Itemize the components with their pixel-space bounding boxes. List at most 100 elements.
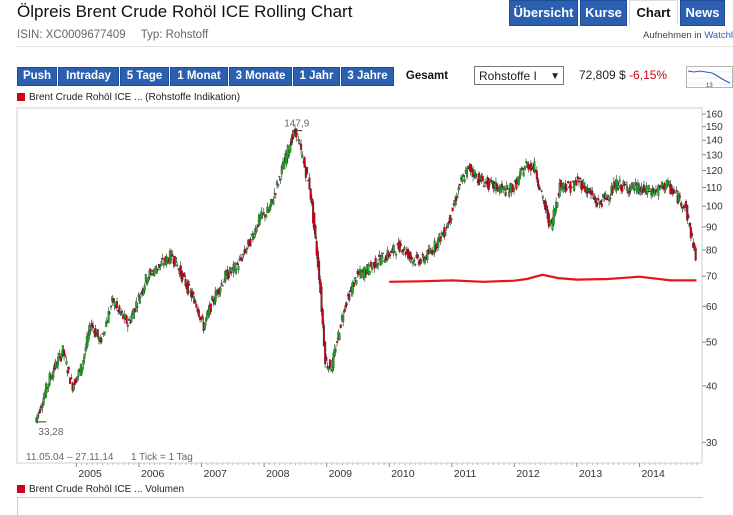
candle-up	[632, 182, 635, 189]
candle-down	[279, 179, 282, 181]
candle-down	[308, 177, 311, 190]
tab-kurse[interactable]: Kurse	[580, 0, 627, 26]
watchlist-prefix: Aufnehmen in	[643, 30, 702, 41]
watchlist-action[interactable]: Aufnehmen in Watchl	[643, 30, 733, 41]
volume-legend-swatch	[17, 485, 25, 493]
candle-up	[162, 262, 165, 266]
candle-down	[404, 251, 407, 256]
tab-uebersicht[interactable]: Übersicht	[509, 0, 578, 26]
candle-up	[296, 133, 299, 135]
candle-up	[107, 311, 110, 323]
candle-up	[414, 263, 417, 265]
range-5tage-button[interactable]: 5 Tage	[120, 67, 169, 86]
watchlist-link[interactable]: Watchl	[704, 30, 733, 41]
candle-up	[36, 414, 39, 420]
plot-area	[16, 107, 703, 464]
candle-up	[377, 263, 380, 266]
candle-up	[192, 296, 196, 304]
candle-down	[381, 252, 384, 254]
candle-down	[605, 197, 608, 201]
candle-down	[487, 179, 490, 190]
candle-up	[601, 194, 605, 198]
x-axis: 2005 2006 2007 2008 2009 2010 2011 2012 2013 2014…	[26, 452, 698, 480]
header-divider	[17, 46, 733, 47]
candle-down	[171, 254, 174, 257]
range-3jahre-button[interactable]: 3 Jahre	[341, 67, 394, 86]
sparkline-thumbnail[interactable]: 13	[686, 66, 733, 88]
candle-up	[606, 194, 609, 198]
candle-down	[313, 212, 316, 231]
candle-up	[354, 277, 357, 280]
candle-up	[285, 153, 288, 165]
candle-down	[356, 271, 359, 275]
candle-down	[458, 183, 461, 186]
comparison-select[interactable]: Rohstoffe I ▼	[474, 66, 564, 85]
candle-up	[143, 285, 146, 291]
candle-down	[100, 337, 103, 343]
candle-down	[179, 265, 182, 276]
candle-down	[621, 185, 624, 192]
candle-down	[91, 325, 94, 329]
candle-down	[150, 273, 153, 276]
range-gesamt-button[interactable]: Gesamt	[395, 67, 459, 86]
candle-up	[647, 185, 650, 190]
candle-up	[44, 383, 48, 398]
candle-up	[380, 255, 383, 265]
candle-down	[689, 227, 692, 238]
range-push-button[interactable]: Push	[17, 67, 57, 86]
candle-down	[63, 349, 66, 357]
candle-down	[186, 280, 189, 295]
candle-up	[177, 268, 180, 270]
candle-up	[334, 349, 337, 351]
candle-down	[684, 201, 688, 208]
candle-up	[48, 373, 51, 386]
range-3monate-button[interactable]: 3 Monate	[229, 67, 292, 86]
candle-down	[230, 271, 233, 273]
candle-up	[342, 315, 345, 322]
tab-news[interactable]: News	[680, 0, 725, 26]
candle-down	[295, 128, 298, 138]
candle-down	[38, 409, 42, 413]
candle-down	[389, 254, 392, 256]
candle-up	[275, 181, 279, 185]
candle-up	[220, 282, 223, 285]
candle-up	[82, 360, 85, 366]
candle-up	[437, 237, 440, 248]
candle-up	[142, 288, 145, 295]
candle-up	[617, 184, 620, 189]
candle-down	[595, 202, 599, 207]
candle-down	[539, 188, 542, 190]
candle-up	[155, 268, 158, 274]
candle-up	[109, 305, 113, 308]
candle-up	[146, 280, 149, 285]
candle-down	[515, 179, 518, 190]
candle-up	[160, 261, 163, 266]
x-tick-label: 2011	[454, 468, 477, 480]
candle-up	[237, 266, 240, 271]
candle-up	[403, 247, 406, 250]
candle-down	[398, 241, 401, 252]
candle-up	[224, 271, 227, 282]
candle-down	[648, 190, 651, 193]
candle-down	[321, 309, 324, 325]
candle-up	[392, 245, 395, 254]
candle-down	[156, 268, 159, 270]
volume-panel	[17, 497, 703, 515]
range-1monat-button[interactable]: 1 Monat	[170, 67, 228, 86]
tab-chart[interactable]: Chart	[629, 0, 678, 25]
candle-up	[355, 280, 358, 285]
candle-up	[87, 333, 90, 343]
candle-down	[274, 193, 277, 195]
candle-down	[688, 222, 691, 227]
candle-up	[245, 248, 248, 250]
candle-down	[500, 183, 503, 188]
range-intraday-button[interactable]: Intraday	[58, 67, 119, 86]
candle-up	[361, 269, 364, 272]
candle-down	[416, 254, 419, 259]
candle-up	[262, 212, 265, 214]
range-1jahr-button[interactable]: 1 Jahr	[293, 67, 340, 86]
candle-up	[166, 257, 169, 262]
candle-up	[72, 384, 75, 391]
